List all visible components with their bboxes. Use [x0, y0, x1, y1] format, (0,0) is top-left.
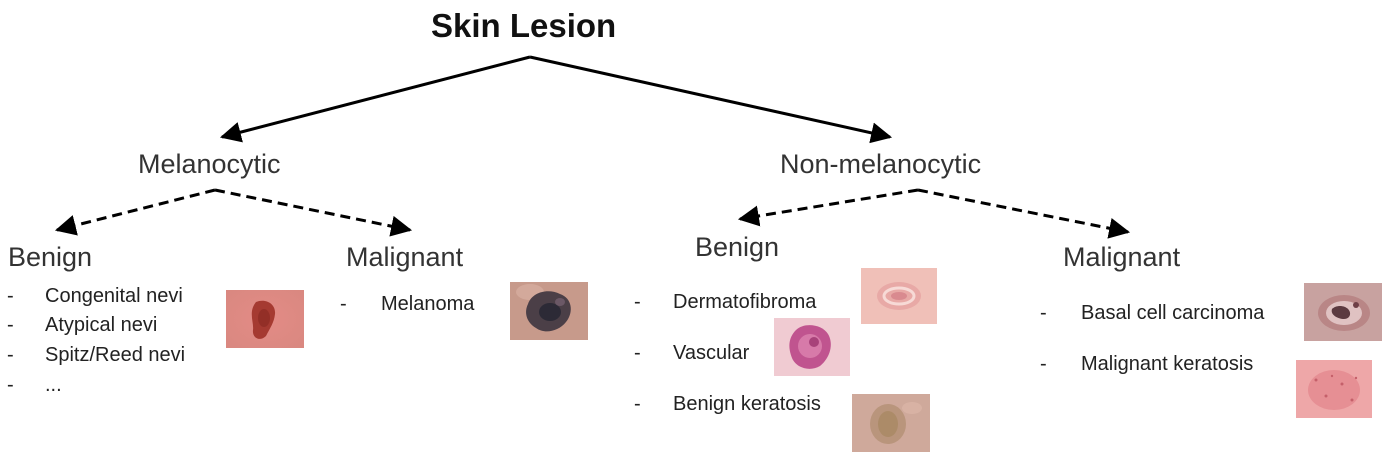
non-melanocytic-label: Non-melanocytic [780, 149, 982, 179]
skin-lesion-photo-dermatofibroma [861, 268, 937, 324]
list-bullet: - [7, 314, 14, 336]
skin-lesion-photo-malignant-keratosis [1296, 360, 1372, 418]
diagram-title: Skin Lesion [431, 7, 617, 44]
melanocytic-malignant-label: Malignant [346, 242, 464, 272]
list-item-benign-keratosis: Benign keratosis [673, 393, 821, 415]
list-bullet: - [1040, 302, 1047, 324]
root-to-melanocytic-arrow [219, 55, 531, 143]
list-item-melanoma: Melanoma [381, 293, 475, 315]
list-bullet: - [634, 291, 641, 313]
list-item-malignant-keratosis: Malignant keratosis [1081, 353, 1254, 375]
melanocytic-benign-label: Benign [8, 242, 93, 272]
list-item-vascular: Vascular [673, 342, 750, 364]
list-item-ellipsis: ... [45, 374, 62, 396]
skin-lesion-photo-vascular [774, 318, 850, 376]
list-item-dermatofibroma: Dermatofibroma [673, 291, 817, 313]
list-bullet: - [7, 285, 14, 307]
list-item-basal-cell-carcinoma: Basal cell carcinoma [1081, 302, 1265, 324]
list-bullet: - [340, 293, 347, 315]
list-bullet: - [1040, 353, 1047, 375]
melanocytic-to-malignant-arrow [214, 188, 413, 237]
non-melanocytic-to-malignant-arrow [917, 188, 1131, 239]
non-melanocytic-benign-label: Benign [695, 232, 780, 262]
list-bullet: - [634, 393, 641, 415]
skin-lesion-photo-benign-keratosis [852, 394, 930, 452]
skin-lesion-photo-basal-cell-carcinoma [1304, 283, 1382, 341]
skin-lesion-photo-nevus [226, 290, 304, 348]
list-bullet: - [7, 344, 14, 366]
list-item-congenital-nevi: Congenital nevi [45, 285, 183, 307]
list-bullet: - [7, 374, 14, 396]
root-to-non-melanocytic-arrow [529, 55, 893, 144]
non-melanocytic-to-benign-arrow [737, 188, 919, 227]
list-item-atypical-nevi: Atypical nevi [45, 314, 158, 336]
melanocytic-to-benign-arrow [54, 188, 216, 236]
list-bullet: - [634, 342, 641, 364]
non-melanocytic-malignant-label: Malignant [1063, 242, 1181, 272]
list-item-spitz-reed-nevi: Spitz/Reed nevi [45, 344, 186, 366]
melanocytic-label: Melanocytic [138, 149, 281, 179]
skin-lesion-photo-melanoma [510, 282, 588, 340]
